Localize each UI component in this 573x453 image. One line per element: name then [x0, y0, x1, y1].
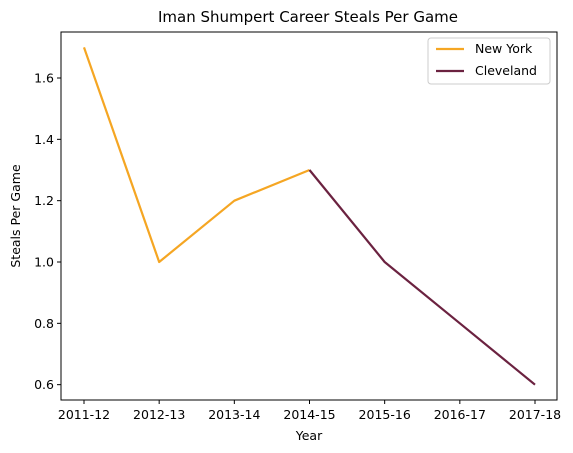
y-axis: 0.6 0.8 1.0 1.2 1.4 1.6 — [34, 71, 61, 392]
y-axis-label: Steals Per Game — [8, 164, 23, 268]
y-tick-label: 1.6 — [34, 71, 54, 86]
x-axis-label: Year — [295, 428, 323, 443]
chart-title: Iman Shumpert Career Steals Per Game — [158, 8, 458, 26]
series-lines — [82, 46, 536, 386]
y-tick-label: 1.2 — [34, 193, 54, 208]
x-tick-label: 2012-13 — [133, 407, 185, 422]
x-tick-label: 2015-16 — [359, 407, 411, 422]
x-tick-label: 2016-17 — [434, 407, 486, 422]
x-tick-label: 2017-18 — [509, 407, 561, 422]
y-tick-label: 0.8 — [34, 316, 54, 331]
y-tick-label: 0.6 — [34, 377, 54, 392]
plot-area — [60, 31, 558, 401]
series-line-cleveland — [308, 169, 536, 386]
legend: New York Cleveland — [427, 37, 551, 85]
y-tick-label: 1.0 — [34, 255, 54, 270]
x-axis: 2011-12 2012-13 2013-14 2014-15 2015-16 2016-… — [58, 400, 561, 422]
legend-label-cleveland: Cleveland — [475, 63, 537, 78]
x-tick-label: 2013-14 — [208, 407, 260, 422]
series-line-new-york — [82, 46, 310, 264]
x-tick-label: 2011-12 — [58, 407, 110, 422]
x-tick-label: 2014-15 — [283, 407, 335, 422]
y-tick-label: 1.4 — [34, 132, 54, 147]
legend-label-new-york: New York — [475, 41, 533, 56]
